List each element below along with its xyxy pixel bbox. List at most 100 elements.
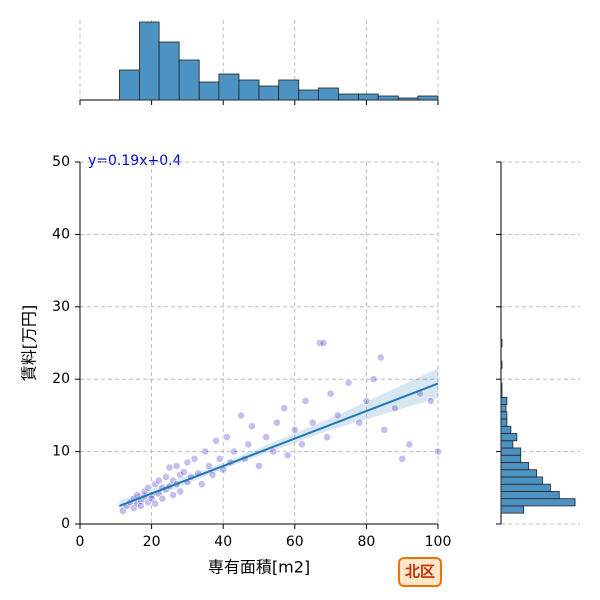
histogram-bar	[358, 93, 379, 101]
badge-box	[398, 557, 442, 587]
scatter-point	[344, 378, 353, 387]
scatter-point	[172, 462, 181, 470]
scatter-point	[179, 467, 188, 476]
scatter-point	[269, 447, 278, 456]
scatter-point	[376, 353, 385, 362]
histogram-bar	[500, 360, 503, 369]
scatter-point	[215, 454, 224, 463]
histogram-bar	[500, 396, 508, 405]
scatter-point	[204, 462, 213, 470]
histogram-bar	[500, 433, 518, 442]
y-axis-label: 賃料[万円]	[20, 305, 39, 382]
scatter-point	[262, 433, 271, 442]
scatter-point	[290, 425, 299, 434]
histogram-bar	[218, 73, 240, 101]
histogram-bar	[500, 476, 543, 485]
scatter-point	[230, 447, 238, 456]
histogram-bar	[318, 87, 339, 101]
scatter-point	[212, 436, 220, 445]
scatter-point	[165, 463, 174, 472]
histogram-bar	[500, 447, 522, 456]
histogram-bar	[500, 469, 537, 478]
histogram-bar	[500, 483, 551, 492]
y-tick-label: 40	[52, 226, 70, 242]
scatter-point	[197, 480, 206, 489]
scatter-point	[255, 462, 263, 470]
histogram-bar	[500, 338, 503, 348]
scatter-point	[244, 440, 253, 449]
scatter-point	[298, 440, 306, 449]
histogram-bar	[500, 498, 576, 507]
scatter-point	[333, 411, 342, 420]
badge: 北区	[405, 563, 435, 581]
histogram-bar	[338, 93, 359, 101]
histogram-bar	[500, 389, 503, 398]
y-tick-label: 10	[52, 444, 70, 460]
scatter-point	[169, 491, 177, 499]
scatter-point	[151, 499, 160, 508]
scatter-point	[434, 447, 442, 456]
histogram-bar	[278, 79, 300, 101]
histogram-bar	[198, 81, 220, 101]
scatter-point	[283, 451, 292, 460]
scatter-point	[154, 476, 163, 485]
histogram-bar	[500, 440, 514, 449]
scatter-point	[237, 411, 245, 420]
x-tick-label: 100	[425, 534, 452, 550]
scatter-point	[183, 458, 192, 467]
scatter-point	[398, 454, 407, 463]
histogram-bar	[500, 418, 508, 427]
scatter-point	[391, 404, 399, 413]
scatter-point	[136, 501, 145, 510]
scatter-point	[380, 425, 389, 434]
scatter-point	[369, 375, 378, 384]
scatter-point	[301, 397, 310, 405]
histogram-bar	[500, 491, 560, 500]
scatter-point	[201, 447, 210, 456]
scatter-point	[247, 422, 256, 431]
x-tick-label: 80	[357, 534, 375, 550]
y-tick-label: 50	[52, 154, 70, 170]
scatter-point	[405, 440, 414, 449]
y-tick-label: 0	[61, 516, 70, 532]
scatter-point	[326, 389, 335, 398]
scatter-point	[280, 404, 288, 413]
x-tick-label: 20	[143, 534, 161, 550]
histogram-bar	[258, 85, 280, 101]
histogram-bar	[397, 97, 419, 101]
scatter-point	[426, 397, 435, 405]
x-tick-label: 0	[76, 534, 85, 550]
scatter-point	[162, 473, 170, 481]
scatter-point	[176, 487, 185, 496]
histogram-bar	[417, 95, 439, 101]
histogram-bar	[500, 505, 525, 514]
scatter-point	[308, 418, 317, 427]
scatter-point	[144, 483, 152, 492]
scatter-point	[355, 418, 364, 427]
histogram-bar	[118, 69, 140, 101]
scatter-point	[323, 433, 331, 442]
histogram-bar	[377, 95, 399, 101]
x-tick-label: 60	[286, 534, 304, 550]
scatter-point	[158, 494, 167, 503]
scatter-point	[319, 339, 328, 347]
scatter-point	[222, 433, 231, 442]
histogram-bar	[500, 425, 512, 434]
histogram-bar	[298, 89, 319, 101]
histogram-bar	[238, 79, 260, 101]
regression-line	[119, 382, 439, 507]
histogram-bar	[158, 41, 180, 101]
histogram-bar	[139, 21, 160, 101]
y-tick-label: 20	[52, 371, 70, 387]
scatter-point	[190, 454, 199, 463]
scatter-point	[208, 470, 217, 479]
scatter-point	[272, 418, 281, 427]
scatter-point	[362, 397, 371, 405]
y-tick-label: 30	[52, 299, 70, 315]
histogram-bar	[500, 454, 522, 463]
histogram-bar	[500, 462, 530, 471]
histogram-bar	[500, 411, 508, 420]
x-axis-label: 専有面積[m2]	[208, 558, 310, 577]
histogram-bar	[178, 59, 200, 101]
